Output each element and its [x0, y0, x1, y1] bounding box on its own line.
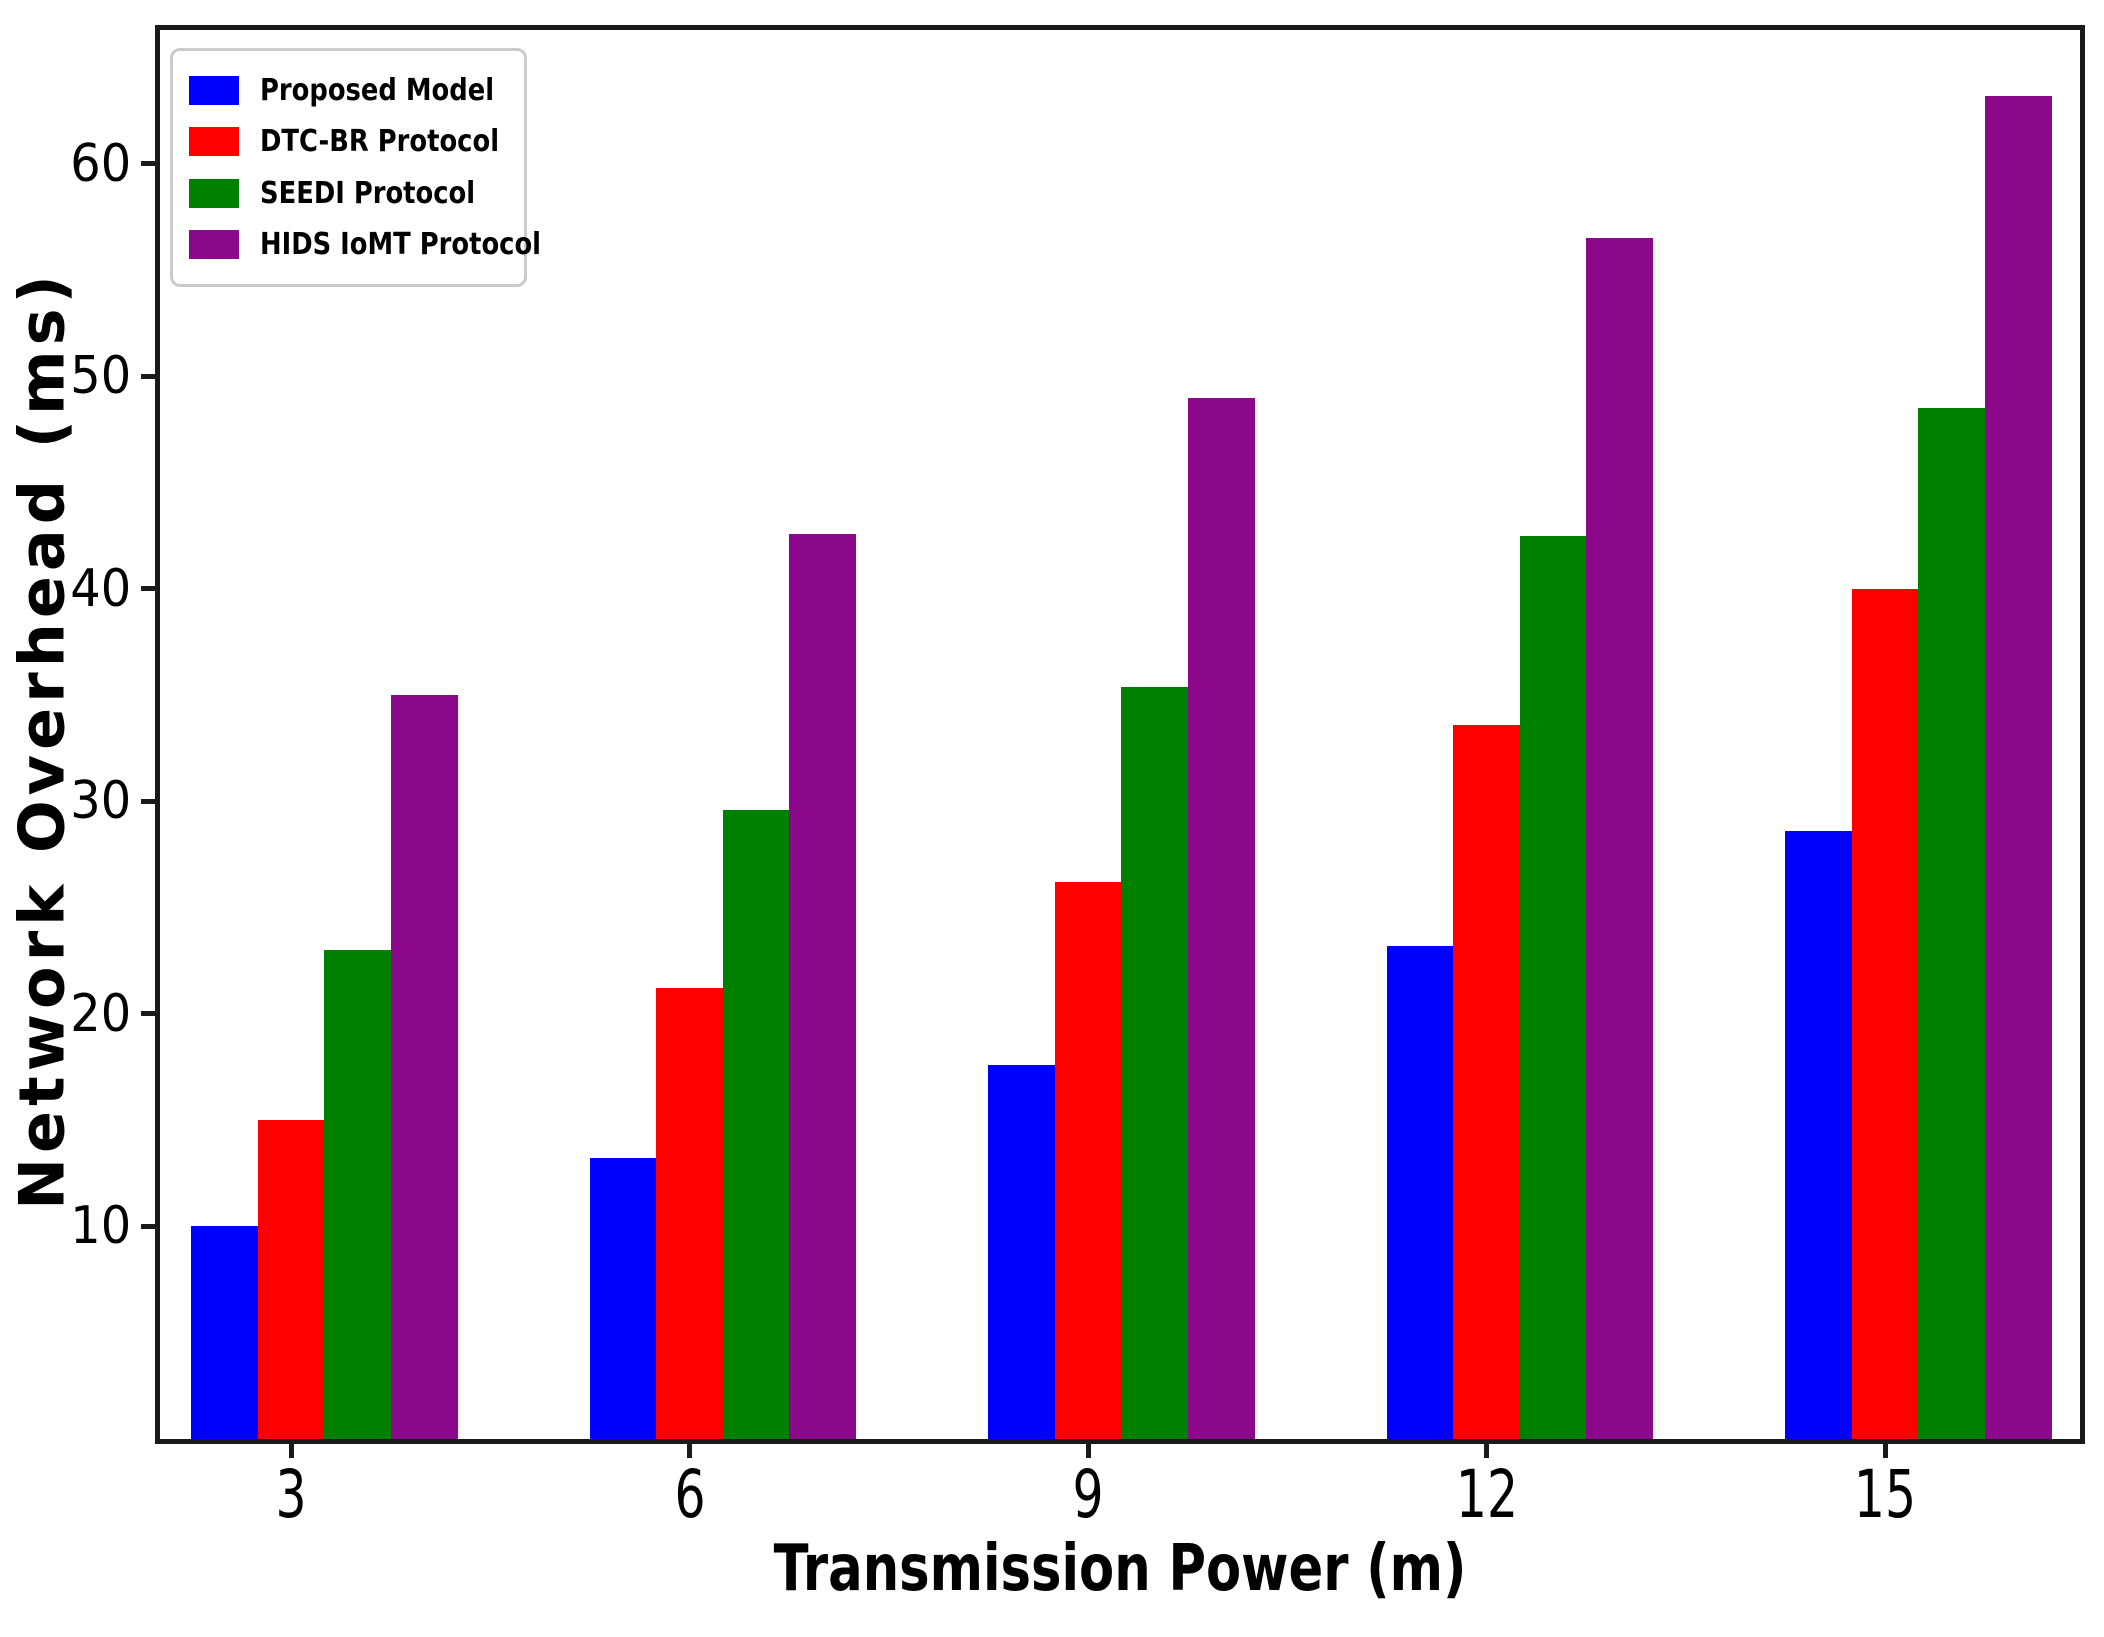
bar-hids-iomt-protocol-6 — [789, 533, 856, 1439]
bar-dtc-br-protocol-3 — [257, 1120, 325, 1439]
y-tick-label: 60 — [0, 134, 131, 194]
x-axis-title-text: Transmission Power (m) — [773, 1532, 1467, 1606]
y-axis-title: Network Overhead (ms) — [5, 270, 79, 1210]
bar-dtc-br-protocol-9 — [1054, 882, 1122, 1439]
x-tick-label-text: 6 — [673, 1456, 706, 1533]
legend-item-dtc-br-protocol: DTC-BR Protocol — [189, 117, 508, 167]
x-tick-mark — [687, 1444, 692, 1458]
x-tick-label: 3 — [191, 1458, 391, 1532]
y-tick-label: 50 — [0, 346, 131, 406]
y-tick-label: 40 — [0, 559, 131, 619]
legend: Proposed Model DTC-BR Protocol SEEDI Proto… — [170, 48, 541, 287]
x-tick-label: 15 — [1785, 1458, 1985, 1532]
bar-dtc-br-protocol-12 — [1453, 724, 1520, 1439]
y-tick-label-text: 20 — [70, 983, 131, 1044]
x-tick-label-text: 3 — [275, 1456, 307, 1533]
y-tick-mark — [141, 161, 155, 167]
x-tick-label-text: 12 — [1455, 1456, 1518, 1533]
y-tick-mark — [141, 586, 155, 592]
bar-seedi-protocol-15 — [1918, 408, 1985, 1439]
bar-hids-iomt-protocol-3 — [390, 695, 458, 1439]
x-tick-label-text: 9 — [1072, 1456, 1104, 1533]
bar-seedi-protocol-12 — [1519, 535, 1587, 1439]
bar-proposed-model-15 — [1785, 831, 1852, 1439]
legend-item-hids-iomt-protocol: HIDS IoMT Protocol — [189, 220, 541, 270]
x-tick-label: 6 — [590, 1458, 790, 1532]
y-tick-mark — [141, 1011, 155, 1017]
x-tick-mark — [1882, 1444, 1888, 1458]
y-tick-label-text: 40 — [70, 558, 131, 619]
bar-dtc-br-protocol-6 — [656, 988, 723, 1439]
legend-item-seedi-protocol: SEEDI Protocol — [189, 168, 508, 218]
legend-swatch-icon — [189, 178, 239, 208]
y-tick-mark — [141, 798, 155, 804]
bar-dtc-br-protocol-15 — [1851, 588, 1919, 1439]
x-tick-label-text: 15 — [1853, 1456, 1917, 1533]
bar-proposed-model-12 — [1386, 945, 1454, 1439]
legend-swatch-icon — [189, 75, 239, 105]
x-tick-mark — [1085, 1444, 1091, 1458]
bar-hids-iomt-protocol-12 — [1586, 238, 1653, 1439]
x-tick-mark — [288, 1444, 294, 1458]
x-tick-label: 12 — [1387, 1458, 1587, 1532]
y-tick-mark — [141, 1223, 155, 1229]
x-tick-mark — [1484, 1444, 1489, 1458]
y-tick-mark — [141, 373, 155, 379]
bar-proposed-model-9 — [988, 1064, 1055, 1439]
legend-label: SEEDI Protocol — [260, 175, 476, 211]
y-tick-label-text: 30 — [70, 771, 131, 832]
bar-seedi-protocol-3 — [324, 950, 391, 1439]
bar-hids-iomt-protocol-9 — [1187, 397, 1255, 1439]
legend-label: HIDS IoMT Protocol — [260, 227, 542, 263]
bar-seedi-protocol-6 — [722, 809, 790, 1439]
legend-swatch-icon — [189, 230, 239, 260]
bar-seedi-protocol-9 — [1121, 686, 1188, 1439]
bar-proposed-model-3 — [191, 1226, 258, 1439]
bar-hids-iomt-protocol-15 — [1984, 95, 2052, 1439]
x-axis-title: Transmission Power (m) — [160, 1532, 2080, 1606]
y-tick-label: 30 — [0, 771, 131, 831]
y-tick-label-text: 60 — [70, 133, 131, 194]
legend-item-proposed-model: Proposed Model — [189, 65, 508, 115]
bar-proposed-model-6 — [589, 1158, 657, 1439]
legend-label: Proposed Model — [260, 72, 495, 108]
y-tick-label: 10 — [0, 1196, 131, 1256]
y-tick-label-text: 50 — [70, 346, 131, 407]
y-tick-label: 20 — [0, 984, 131, 1044]
legend-swatch-icon — [189, 127, 239, 157]
x-tick-label: 9 — [988, 1458, 1188, 1532]
legend-label: DTC-BR Protocol — [260, 124, 500, 160]
y-tick-label-text: 10 — [70, 1196, 131, 1257]
